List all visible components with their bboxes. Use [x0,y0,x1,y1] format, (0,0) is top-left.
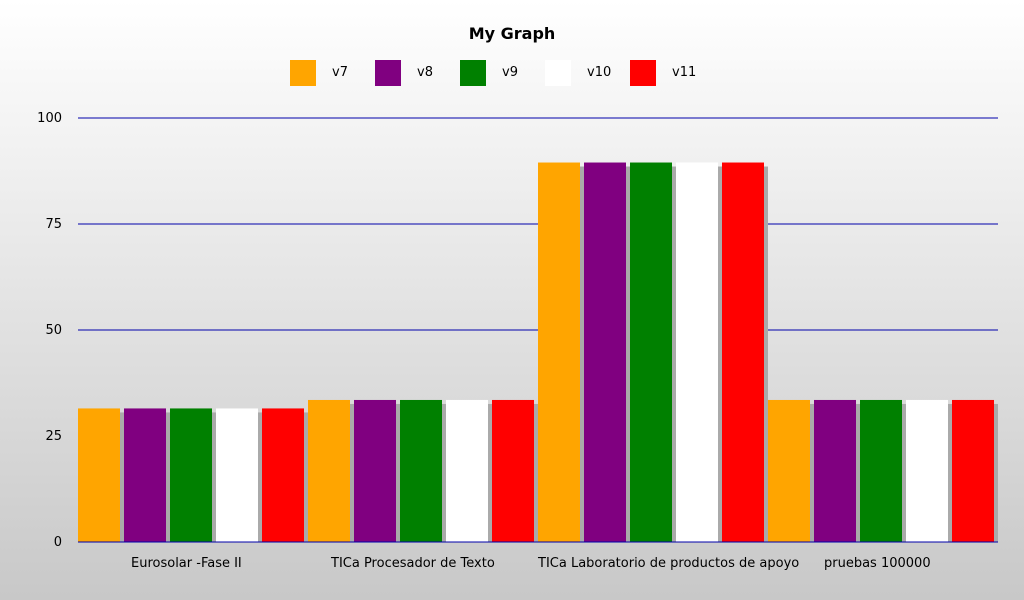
bar [216,408,258,542]
y-tick-label: 0 [54,535,62,550]
bar [860,399,902,542]
bar [354,399,396,542]
bar [446,399,488,542]
x-tick-label: pruebas 100000 [824,556,931,571]
y-tick-label: 50 [45,323,62,338]
bar [492,399,534,542]
bar [78,408,120,542]
bar [722,162,764,542]
bar [538,162,580,542]
legend-label: v8 [417,65,433,80]
bar [262,408,304,542]
legend-swatch [460,60,486,86]
y-tick-label: 25 [45,429,62,444]
y-tick-label: 100 [37,111,62,126]
x-tick-label: Eurosolar -Fase II [131,556,242,571]
legend-swatch [375,60,401,86]
legend-label: v11 [672,65,696,80]
bar [400,399,442,542]
chart-title: My Graph [469,24,556,43]
bars [78,162,998,542]
legend-swatch [290,60,316,86]
bar [952,399,994,542]
bar [584,162,626,542]
y-axis-ticks: 0 25 50 75 100 [37,111,62,550]
bar [676,162,718,542]
x-axis-category-labels: Eurosolar -Fase II TICa Procesador de Tex… [131,556,931,571]
bar [124,408,166,542]
legend-label: v10 [587,65,611,80]
legend-label: v9 [502,65,518,80]
bar [170,408,212,542]
bar [630,162,672,542]
bar [814,399,856,542]
y-tick-label: 75 [45,217,62,232]
legend-label: v7 [332,65,348,80]
x-tick-label: TICa Procesador de Texto [330,556,495,571]
bar [906,399,948,542]
legend-swatch [630,60,656,86]
bar [308,399,350,542]
x-tick-label: TICa Laboratorio de productos de apoyo [537,556,799,571]
legend: v7 v8 v9 v10 v11 [290,60,696,86]
bar [768,399,810,542]
legend-swatch [545,60,571,86]
